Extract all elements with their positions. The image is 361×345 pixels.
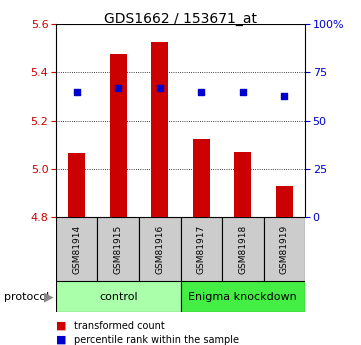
Point xyxy=(282,93,287,98)
Point xyxy=(199,89,204,95)
Text: control: control xyxy=(99,292,138,302)
Text: GSM81916: GSM81916 xyxy=(155,225,164,274)
Bar xyxy=(222,217,264,281)
Bar xyxy=(235,152,251,217)
Text: protocol: protocol xyxy=(4,292,49,302)
Text: ■: ■ xyxy=(56,335,66,345)
Bar xyxy=(139,217,180,281)
Bar xyxy=(110,54,127,217)
Bar xyxy=(97,217,139,281)
Bar xyxy=(264,217,305,281)
Bar xyxy=(180,217,222,281)
Point xyxy=(240,89,245,95)
Text: ■: ■ xyxy=(56,321,66,331)
Bar xyxy=(193,139,209,217)
Text: GSM81918: GSM81918 xyxy=(238,225,247,274)
Point xyxy=(157,85,162,91)
Point xyxy=(116,85,121,91)
Bar xyxy=(56,217,97,281)
Bar xyxy=(56,281,180,312)
Bar xyxy=(180,281,305,312)
Text: Enigma knockdown: Enigma knockdown xyxy=(188,292,297,302)
Text: percentile rank within the sample: percentile rank within the sample xyxy=(74,335,239,345)
Point xyxy=(74,89,80,95)
Text: GDS1662 / 153671_at: GDS1662 / 153671_at xyxy=(104,12,257,26)
Text: GSM81914: GSM81914 xyxy=(72,225,81,274)
Text: GSM81917: GSM81917 xyxy=(197,225,206,274)
Text: transformed count: transformed count xyxy=(74,321,165,331)
Bar xyxy=(276,186,293,217)
Bar xyxy=(69,153,85,217)
Bar xyxy=(152,42,168,217)
Text: ▶: ▶ xyxy=(44,290,53,303)
Text: GSM81919: GSM81919 xyxy=(280,225,289,274)
Text: GSM81915: GSM81915 xyxy=(114,225,123,274)
